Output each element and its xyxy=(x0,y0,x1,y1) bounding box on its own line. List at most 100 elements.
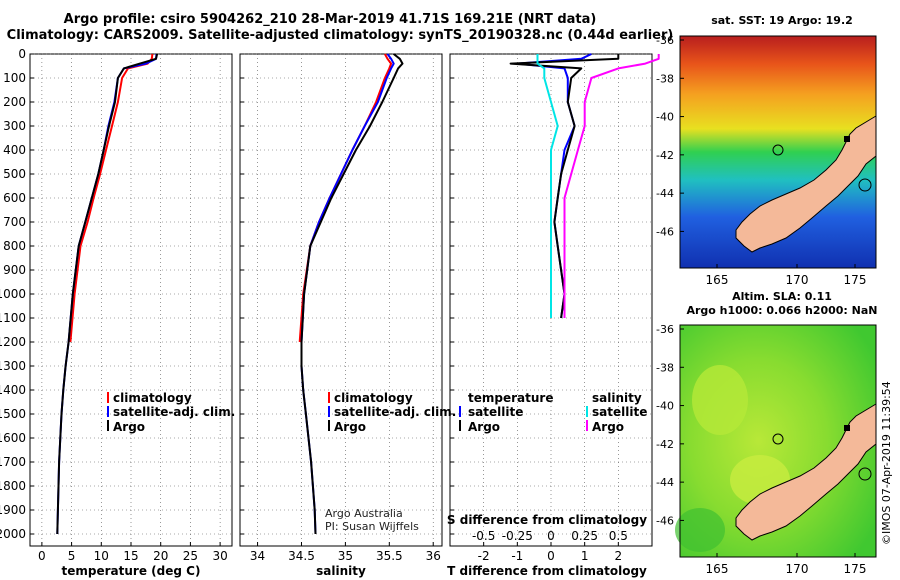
sla-map-eddy3 xyxy=(675,508,725,552)
x-tick-label: -2 xyxy=(478,549,490,563)
sla-map-lake xyxy=(772,433,784,445)
x-tick-label: 20 xyxy=(153,549,168,563)
y-tick-label: 300 xyxy=(3,119,26,133)
x-tick-label: 34.5 xyxy=(288,549,315,563)
x-tick-label: 10 xyxy=(94,549,109,563)
x-tick-label: 1 xyxy=(581,549,589,563)
map-lat-label: -46 xyxy=(656,514,674,527)
x-tick-label: 15 xyxy=(123,549,138,563)
map-lon-label: 170 xyxy=(786,273,809,287)
x2-tick-label: -0.25 xyxy=(502,529,533,543)
map-lat-label: -36 xyxy=(656,34,674,47)
y-tick-label: 1000 xyxy=(0,287,26,301)
x2-tick-label: 0.25 xyxy=(571,529,598,543)
grid-layer xyxy=(30,53,652,546)
x-tick-label: 34 xyxy=(250,549,265,563)
sst-map-frame xyxy=(679,35,877,269)
sst-map xyxy=(679,35,877,269)
title-line-1: Argo profile: csiro 5904262_210 28-Mar-2… xyxy=(63,12,597,27)
diff-legend-sargo: Argo xyxy=(592,420,624,434)
sla-map-title-1: Altim. SLA: 0.11 xyxy=(732,290,832,303)
x-tick-label: 35.5 xyxy=(376,549,403,563)
temp-xlabel: temperature (deg C) xyxy=(62,564,201,578)
sal-legend-clim: climatology xyxy=(334,391,413,405)
y-tick-label: 1100 xyxy=(0,311,26,325)
sst-map-land xyxy=(735,115,877,253)
series-line xyxy=(56,53,159,535)
series-line xyxy=(509,54,620,319)
diff-xlabel2: S difference from climatology xyxy=(447,513,647,527)
map-lon-label: 165 xyxy=(706,273,729,287)
credit-stamp: ©IMOS 07-Apr-2019 11:39:54 xyxy=(880,381,893,545)
x2-tick-label: 0.5 xyxy=(609,529,628,543)
map-lat-label: -38 xyxy=(656,72,674,85)
map-lat-label: -38 xyxy=(656,361,674,374)
x-tick-label: 30 xyxy=(212,549,227,563)
y-tick-label: 1500 xyxy=(0,407,26,421)
sla-map-eddy1 xyxy=(692,365,748,435)
x2-tick-label: -0.5 xyxy=(472,529,495,543)
diff-legend-temp-header: temperature xyxy=(468,391,553,405)
sal-legend-sat: satellite-adj. clim. xyxy=(334,405,456,419)
diff-legend-tsat: satellite xyxy=(468,405,523,419)
map-lat-label: -46 xyxy=(656,225,674,238)
diff-legend-targo-marker xyxy=(459,420,461,431)
x-tick-label: 35 xyxy=(338,549,353,563)
map-lat-label: -44 xyxy=(656,187,674,200)
sal-legend-sat-marker xyxy=(328,406,330,417)
series-line xyxy=(563,54,660,318)
sal-annotation-2: PI: Susan Wijffels xyxy=(325,520,419,533)
temp-legend-clim: climatology xyxy=(113,391,192,405)
sal-legend-argo-marker xyxy=(328,420,330,431)
sal-legend-clim-marker xyxy=(328,392,330,403)
sst-map-argo-marker xyxy=(844,136,850,142)
sal-legend-argo: Argo xyxy=(334,420,366,434)
diff-legend-targo: Argo xyxy=(468,420,500,434)
y-tick-label: 400 xyxy=(3,143,26,157)
y-tick-label: 1400 xyxy=(0,383,26,397)
x-tick-label: 5 xyxy=(68,549,76,563)
diff-legend-sal-header: salinity xyxy=(592,391,642,405)
y-tick-label: 500 xyxy=(3,167,26,181)
diff-legend-tsat-marker xyxy=(459,406,461,417)
y-tick-label: 1300 xyxy=(0,359,26,373)
title-line-2: Climatology: CARS2009. Satellite-adjuste… xyxy=(6,28,674,43)
sst-map-title: sat. SST: 19 Argo: 19.2 xyxy=(711,14,853,27)
diff-legend-sargo-marker xyxy=(586,420,588,431)
map-lon-label: 175 xyxy=(844,562,867,576)
sst-map-lake2 xyxy=(858,178,872,192)
y-tick-label: 1800 xyxy=(0,479,26,493)
map-lat-label: -40 xyxy=(656,400,674,413)
sal-panel-frame xyxy=(239,53,443,547)
temp-panel-frame xyxy=(29,53,233,547)
x-tick-label: -1 xyxy=(511,549,523,563)
y-tick-label: 600 xyxy=(3,191,26,205)
series-line xyxy=(516,53,592,319)
sal-annotation-1: Argo Australia xyxy=(325,507,403,520)
temp-legend: climatology satellite-adj. clim. Argo xyxy=(107,391,235,434)
map-lon-label: 175 xyxy=(844,273,867,287)
sla-map-title-2: Argo h1000: 0.066 h2000: NaN xyxy=(686,304,878,317)
x-tick-label: 25 xyxy=(183,549,198,563)
sla-map-frame xyxy=(679,324,877,558)
sla-map-land xyxy=(735,403,877,541)
y-tick-label: 900 xyxy=(3,263,26,277)
x-tick-label: 0 xyxy=(38,549,46,563)
y-tick-label: 1700 xyxy=(0,455,26,469)
map-lat-label: -40 xyxy=(656,111,674,124)
map-lat-label: -36 xyxy=(656,323,674,336)
series-line xyxy=(300,53,404,535)
y-tick-label: 100 xyxy=(3,71,26,85)
map-lon-label: 165 xyxy=(706,562,729,576)
y-tick-label: 800 xyxy=(3,239,26,253)
temp-legend-sat-marker xyxy=(107,406,109,417)
diff-legend: temperature salinity satellite Argo sate… xyxy=(459,391,647,434)
y-tick-label: 200 xyxy=(3,95,26,109)
tick-layer: 0 5 10 15 20 25 30 34 34.5 35 35.5 36 -2 -1 0 1 2 -0.5 -0.… xyxy=(0,47,628,563)
x-tick-label: 36 xyxy=(426,549,441,563)
x-tick-label: 2 xyxy=(615,549,623,563)
sal-xlabel: salinity xyxy=(316,564,366,578)
y-tick-label: 700 xyxy=(3,215,26,229)
map-tick-layer: -36 -38 -40 -42 -44 -46 165 170 175 -36 -38 -40 -42 -… xyxy=(656,34,866,576)
